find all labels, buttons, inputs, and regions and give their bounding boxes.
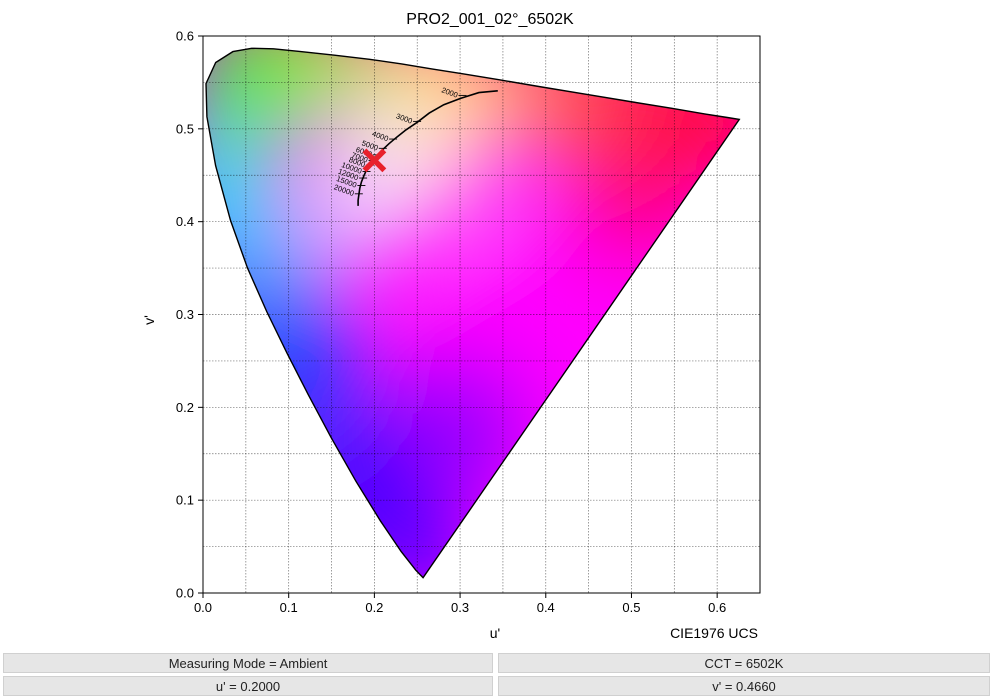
y-tick-label: 0.2 (176, 400, 194, 415)
x-tick-label: 0.4 (537, 600, 555, 615)
chart-svg: 2000300040005000600070008000100001200015… (141, 11, 761, 641)
chart-title: PRO2_001_02°_6502K (406, 11, 574, 28)
chromaticity-chart: 2000300040005000600070008000100001200015… (141, 11, 761, 641)
x-tick-label: 0.6 (708, 600, 726, 615)
y-tick-label: 0.3 (176, 307, 194, 322)
x-axis-label: u' (490, 625, 500, 641)
x-tick-label: 0.0 (194, 600, 212, 615)
u-prime-field: u' = 0.2000 (3, 676, 493, 696)
y-tick-label: 0.0 (176, 586, 194, 601)
measurement-info-panel: Measuring Mode = Ambient CCT = 6502K u' … (0, 650, 994, 700)
y-axis-label: v' (141, 315, 157, 325)
measuring-mode-field: Measuring Mode = Ambient (3, 653, 493, 673)
spectral-locus-line (205, 47, 741, 579)
v-prime-field: v' = 0.4660 (498, 676, 990, 696)
x-tick-label: 0.3 (451, 600, 469, 615)
x-tick-label: 0.2 (365, 600, 383, 615)
diagram-name-label: CIE1976 UCS (670, 625, 758, 641)
cct-field: CCT = 6502K (498, 653, 990, 673)
x-tick-label: 0.1 (280, 600, 298, 615)
x-tick-label: 0.5 (622, 600, 640, 615)
y-tick-label: 0.4 (176, 214, 194, 229)
y-tick-label: 0.6 (176, 29, 194, 44)
measured-point-marker (362, 148, 387, 173)
y-tick-label: 0.5 (176, 121, 194, 136)
y-tick-label: 0.1 (176, 493, 194, 508)
